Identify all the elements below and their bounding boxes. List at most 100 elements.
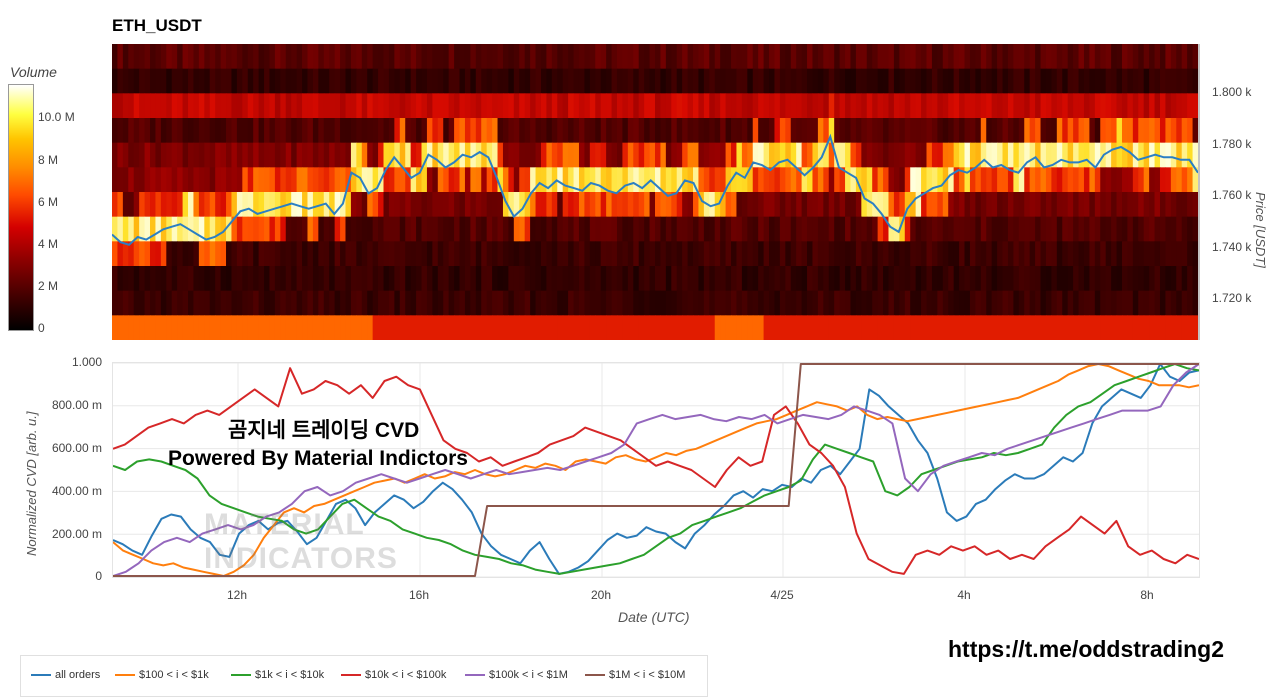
legend: all orders $100 < i < $1k $1k < i < $10k… [20, 655, 708, 697]
heatmap-cell [959, 266, 966, 292]
heatmap-cell [595, 290, 602, 316]
heatmap-cell [405, 118, 412, 144]
heatmap-cell [948, 142, 955, 168]
legend-item[interactable]: $10k < i < $100k [341, 669, 446, 681]
heatmap-cell [687, 68, 694, 94]
heatmap-cell [160, 315, 167, 340]
heatmap-cell [356, 266, 363, 292]
heatmap-cell [220, 266, 227, 292]
heatmap-cell [1143, 93, 1150, 119]
heatmap-cell [122, 266, 129, 292]
heatmap-cell [367, 216, 374, 242]
heatmap-cell [649, 68, 656, 94]
heatmap-cell [997, 266, 1004, 292]
heatmap-cell [215, 142, 222, 168]
heatmap-cell [296, 266, 303, 292]
heatmap-cell [1029, 44, 1036, 70]
heatmap-cell [655, 241, 662, 267]
heatmap-cell [421, 167, 428, 193]
heatmap-cell [264, 266, 271, 292]
heatmap-cell [492, 68, 499, 94]
heatmap-cell [926, 44, 933, 70]
heatmap-cell [573, 290, 580, 316]
heatmap-cell [1111, 167, 1118, 193]
heatmap-cell [872, 142, 879, 168]
heatmap-cell [1073, 142, 1080, 168]
heatmap-cell [606, 142, 613, 168]
heatmap-cell [340, 290, 347, 316]
legend-item[interactable]: $1M < i < $10M [585, 669, 685, 681]
heatmap-cell [921, 315, 928, 340]
heatmap-cell [883, 315, 890, 340]
heatmap-cell [1187, 241, 1194, 267]
heatmap-cell [969, 192, 976, 218]
heatmap-cell [758, 44, 765, 70]
heatmap-cell [915, 290, 922, 316]
heatmap-cell [361, 118, 368, 144]
heatmap-cell [361, 192, 368, 218]
heatmap-cell [1056, 192, 1063, 218]
heatmap-cell [182, 192, 189, 218]
heatmap-cell [616, 290, 624, 316]
heatmap-cell [633, 93, 640, 119]
heatmap-cell [1105, 241, 1112, 267]
heatmap-cell [399, 44, 406, 70]
heatmap-cell [801, 192, 808, 218]
heatmap-cell [204, 118, 211, 144]
heatmap-cell [171, 192, 178, 218]
heatmap-cell [969, 290, 976, 316]
heatmap-cell [557, 290, 564, 316]
legend-item[interactable]: $100k < i < $1M [465, 669, 568, 681]
heatmap-cell [731, 93, 738, 119]
heatmap-cell [378, 118, 385, 144]
heatmap-cell [502, 68, 509, 94]
heatmap-cell [1078, 142, 1085, 168]
heatmap-cell [953, 216, 960, 242]
legend-item[interactable]: $1k < i < $10k [231, 669, 324, 681]
heatmap-cell [155, 167, 162, 193]
heatmap-cell [758, 266, 765, 292]
heatmap-cell [709, 44, 716, 70]
heatmap-cell [269, 290, 276, 316]
heatmap-cell [1105, 142, 1112, 168]
heatmap-cell [638, 93, 645, 119]
heatmap-cell [1062, 216, 1069, 242]
heatmap-cell [117, 241, 124, 267]
heatmap-cell [1045, 216, 1052, 242]
heatmap-cell [649, 192, 656, 218]
heatmap-cell [258, 266, 265, 292]
legend-item[interactable]: $100 < i < $1k [115, 669, 209, 681]
heatmap-cell [671, 118, 678, 144]
legend-item[interactable]: all orders [31, 669, 100, 681]
heatmap-cell [877, 315, 884, 340]
heatmap-cell [1067, 241, 1074, 267]
heatmap-cell [291, 315, 298, 340]
heatmap-cell [160, 266, 167, 292]
heatmap-cell [872, 44, 879, 70]
heatmap-cell [188, 44, 195, 70]
heatmap-cell [329, 216, 336, 242]
telegram-link[interactable]: https://t.me/oddstrading2 [948, 636, 1224, 662]
heatmap-cell [899, 315, 906, 340]
heatmap-cell [1045, 68, 1052, 94]
heatmap-cell [633, 315, 640, 340]
heatmap-cell [546, 241, 553, 267]
heatmap-cell [464, 266, 471, 292]
heatmap-cell [877, 241, 884, 267]
heatmap-cell [779, 167, 786, 193]
heatmap-cell [426, 266, 433, 292]
heatmap-cell [133, 216, 140, 242]
heatmap-cell [763, 93, 770, 119]
heatmap-cell [1056, 93, 1063, 119]
heatmap-cell [665, 241, 672, 267]
heatmap-cell [883, 167, 890, 193]
heatmap-cell [557, 315, 564, 340]
heatmap-cell [1192, 68, 1198, 94]
heatmap-cell [986, 315, 993, 340]
heatmap-cell [953, 192, 960, 218]
heatmap-cell [633, 290, 640, 316]
heatmap-cell [160, 192, 167, 218]
heatmap-cell [1051, 192, 1058, 218]
heatmap-cell [1035, 93, 1042, 119]
heatmap-cell [736, 142, 743, 168]
